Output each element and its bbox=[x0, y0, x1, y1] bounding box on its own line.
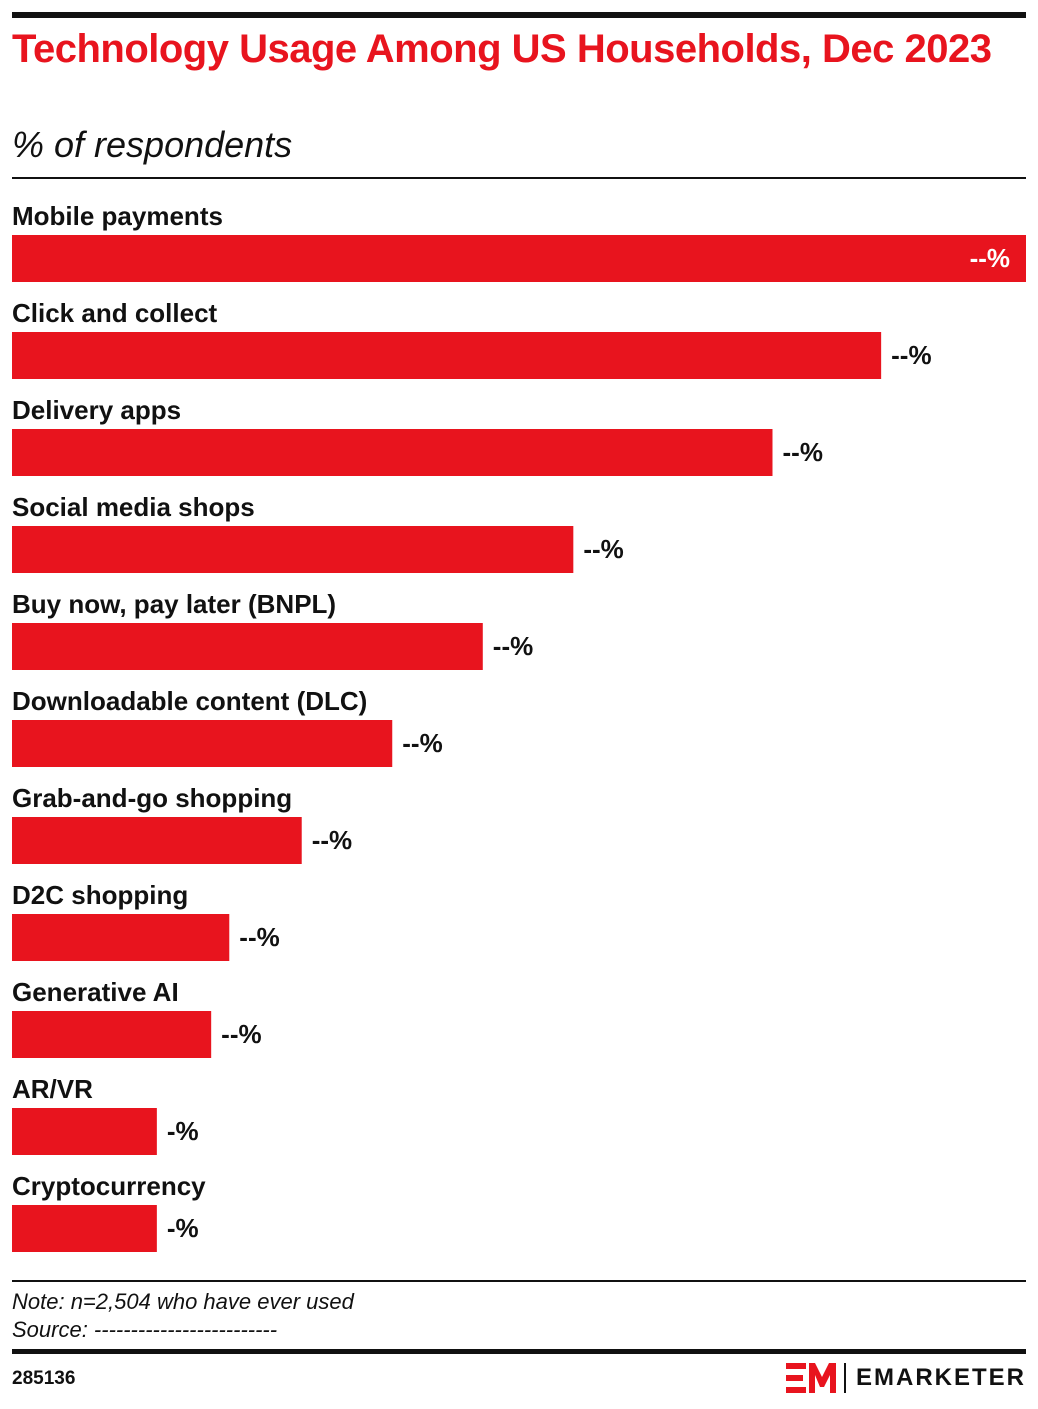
value-label-mobile-payments: --% bbox=[970, 243, 1010, 273]
value-label-ar-vr: -% bbox=[167, 1116, 199, 1146]
chart-title: Technology Usage Among US Households, De… bbox=[12, 27, 992, 71]
brand-name: EMARKETER bbox=[855, 1364, 1026, 1391]
category-label-grab-and-go-shopping: Grab-and-go shopping bbox=[12, 783, 292, 813]
category-label-buy-now-pay-later-bnpl: Buy now, pay later (BNPL) bbox=[12, 589, 336, 619]
bar-click-and-collect bbox=[12, 332, 882, 379]
chart-subtitle: % of respondents bbox=[12, 124, 293, 165]
bar-delivery-apps bbox=[12, 429, 773, 476]
value-label-buy-now-pay-later-bnpl: --% bbox=[493, 631, 533, 661]
category-label-social-media-shops: Social media shops bbox=[12, 492, 255, 522]
value-label-grab-and-go-shopping: --% bbox=[312, 825, 352, 855]
value-label-downloadable-content-dlc: --% bbox=[402, 728, 442, 758]
bar-cryptocurrency bbox=[12, 1205, 157, 1252]
brand-logo: EMARKETER bbox=[785, 1360, 1026, 1396]
bar-grab-and-go-shopping bbox=[12, 817, 302, 864]
chart-note: Note: n=2,504 who have ever used bbox=[12, 1289, 354, 1314]
category-label-downloadable-content-dlc: Downloadable content (DLC) bbox=[12, 686, 367, 716]
value-label-cryptocurrency: -% bbox=[167, 1213, 199, 1243]
bar-ar-vr bbox=[12, 1108, 157, 1155]
bar-d2c-shopping bbox=[12, 914, 230, 961]
chart-source: Source: ------------------------- bbox=[12, 1317, 278, 1342]
bar-downloadable-content-dlc bbox=[12, 720, 393, 767]
em-logo-icon bbox=[785, 1363, 836, 1393]
value-label-social-media-shops: --% bbox=[583, 534, 623, 564]
category-label-cryptocurrency: Cryptocurrency bbox=[12, 1171, 206, 1201]
bottom-rule bbox=[12, 1349, 1026, 1354]
chart-id: 285136 bbox=[12, 1368, 76, 1389]
brand-divider bbox=[843, 1363, 846, 1393]
bar-social-media-shops bbox=[12, 526, 574, 573]
category-label-ar-vr: AR/VR bbox=[12, 1074, 93, 1104]
category-label-generative-ai: Generative AI bbox=[12, 977, 179, 1007]
value-label-d2c-shopping: --% bbox=[239, 922, 279, 952]
bar-generative-ai bbox=[12, 1011, 212, 1058]
header-rule bbox=[12, 177, 1026, 179]
value-label-delivery-apps: --% bbox=[783, 437, 823, 467]
top-rule bbox=[12, 12, 1026, 18]
category-label-d2c-shopping: D2C shopping bbox=[12, 880, 188, 910]
category-label-click-and-collect: Click and collect bbox=[12, 298, 218, 328]
category-label-delivery-apps: Delivery apps bbox=[12, 395, 181, 425]
footer-rule bbox=[12, 1280, 1026, 1282]
value-label-click-and-collect: --% bbox=[891, 340, 931, 370]
value-label-generative-ai: --% bbox=[221, 1019, 261, 1049]
bar-mobile-payments bbox=[12, 235, 1026, 282]
category-label-mobile-payments: Mobile payments bbox=[12, 201, 223, 231]
bar-buy-now-pay-later-bnpl bbox=[12, 623, 483, 670]
